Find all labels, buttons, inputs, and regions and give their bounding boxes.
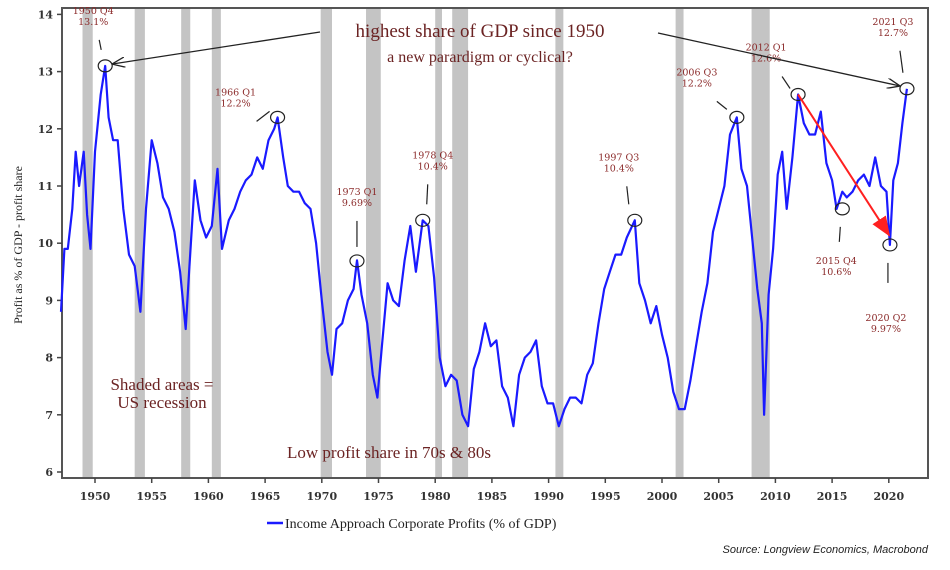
annotation-label: 1997 Q3: [598, 152, 639, 163]
annotation-circle: [269, 110, 286, 124]
annotation-leader: [716, 100, 728, 110]
annotation-value: 10.4%: [418, 161, 448, 172]
annotation-leader: [838, 226, 841, 242]
annotation-label: 2021 Q3: [872, 17, 913, 28]
x-tick-label: 1995: [590, 490, 621, 503]
y-tick-label: 11: [38, 180, 53, 193]
series-layer: [59, 64, 908, 428]
annotation-leader: [98, 39, 102, 50]
y-tick-label: 14: [38, 8, 54, 21]
y-tick-label: 12: [38, 123, 53, 136]
annotation-label: 1973 Q1: [336, 187, 377, 198]
annotation-leader: [426, 184, 429, 205]
x-tick-label: 1965: [250, 490, 281, 503]
x-tick-label: 1990: [533, 490, 564, 503]
x-tick-label: 2005: [703, 490, 734, 503]
headline-line-2: a new parardigm or cyclical?: [387, 49, 573, 66]
annotation-leader: [899, 50, 904, 73]
annotation-value: 10.6%: [821, 267, 851, 278]
annotation-label: 2012 Q1: [746, 42, 787, 53]
source-note: Source: Longview Economics, Macrobond: [723, 544, 929, 556]
x-tick-label: 1985: [477, 490, 508, 503]
x-tick-label: 1980: [420, 490, 451, 503]
shaded-areas-note-2: US recession: [117, 393, 207, 412]
y-tick-label: 8: [45, 352, 53, 365]
recession-band: [211, 8, 221, 478]
annotation-value: 12.6%: [751, 53, 781, 64]
trend-arrow: [797, 93, 891, 237]
annotation-value: 13.1%: [78, 17, 108, 28]
x-tick-label: 2010: [760, 490, 791, 503]
shaded-areas-note-1: Shaded areas =: [110, 375, 213, 394]
recession-band: [181, 8, 191, 478]
annotation-circle: [790, 87, 806, 102]
series-line: [59, 64, 908, 428]
low-profit-note: Low profit share in 70s & 80s: [287, 443, 491, 462]
annotation-label: 2015 Q4: [816, 256, 857, 267]
recession-band: [134, 8, 145, 478]
y-tick-label: 9: [45, 294, 53, 307]
annotation-label: 2020 Q2: [865, 313, 906, 324]
annotation-label: 1966 Q1: [215, 87, 256, 98]
recession-band: [435, 8, 443, 478]
recession-band: [320, 8, 333, 478]
headline-line-1: highest share of GDP since 1950: [356, 21, 605, 42]
x-tick-label: 2015: [817, 490, 848, 503]
x-tick-label: 2020: [873, 490, 904, 503]
annotation-value: 12.2%: [682, 78, 712, 89]
recession-band: [751, 8, 770, 478]
annotation-leader: [781, 76, 791, 89]
headline-arrow-right: [657, 32, 899, 86]
annotation-circle: [627, 213, 643, 227]
x-tick-label: 1950: [80, 490, 111, 503]
axes: 6 7 8 9 10 11 12 13 14 1950 1955 1960 1965 1970 1975 19…: [38, 8, 905, 503]
annotation-leader: [256, 110, 270, 122]
annotation-label: 1978 Q4: [412, 150, 453, 161]
recession-band: [675, 8, 684, 478]
annotation-value: 10.4%: [604, 163, 634, 174]
x-tick-label: 1960: [193, 490, 224, 503]
annotation-value: 9.97%: [871, 324, 901, 335]
recession-band: [82, 8, 93, 478]
y-tick-label: 6: [45, 466, 53, 479]
y-tick-label: 7: [45, 409, 53, 422]
annotation-circle: [729, 110, 745, 124]
headline-arrow-left: [113, 31, 321, 64]
recession-band: [366, 8, 381, 478]
annotation-label: 2006 Q3: [676, 67, 717, 78]
legend-label: Income Approach Corporate Profits (% of …: [285, 517, 557, 532]
annotation-value: 12.2%: [220, 98, 250, 109]
x-tick-label: 1975: [363, 490, 394, 503]
recession-bands: [82, 8, 770, 478]
x-tick-label: 1955: [136, 490, 167, 503]
recession-band: [452, 8, 469, 478]
annotation-value: 9.69%: [342, 198, 372, 209]
annotation-leader: [626, 186, 630, 205]
annotation-label: 1950 Q4: [73, 6, 114, 17]
x-tick-label: 1970: [306, 490, 337, 503]
annotation-circle: [349, 254, 365, 268]
x-tick-label: 2000: [647, 490, 678, 503]
y-tick-label: 13: [38, 66, 53, 79]
annotation-circle: [415, 213, 431, 227]
y-tick-label: 10: [38, 237, 54, 250]
y-axis-label: Profit as % of GDP - profit share: [11, 166, 25, 324]
annotation-circle: [834, 202, 850, 216]
annotation-value: 12.7%: [878, 28, 908, 39]
recession-band: [555, 8, 564, 478]
annotation-circle: [882, 238, 898, 252]
